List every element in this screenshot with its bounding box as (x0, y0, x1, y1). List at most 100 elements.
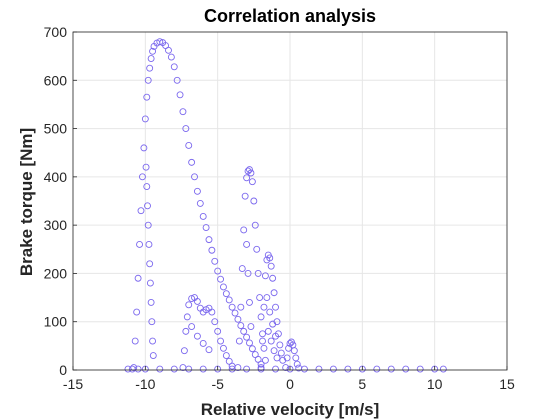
data-point (270, 347, 278, 355)
data-point (344, 365, 352, 373)
data-point (277, 349, 285, 357)
x-tick-label: 0 (286, 376, 294, 392)
data-point (248, 178, 256, 186)
data-point (134, 365, 142, 373)
data-point (256, 294, 264, 302)
x-tick-label: 5 (358, 376, 366, 392)
data-point (241, 192, 249, 200)
data-point (402, 365, 410, 373)
data-point (253, 245, 261, 253)
data-point (146, 260, 154, 268)
data-point (243, 333, 251, 341)
data-point (205, 346, 213, 354)
data-point (136, 241, 143, 248)
data-point (199, 365, 207, 373)
data-point (146, 64, 154, 72)
y-tick-label: 100 (44, 314, 68, 330)
data-point (273, 354, 281, 362)
data-point (222, 352, 230, 359)
data-point (145, 241, 153, 248)
data-point (170, 365, 178, 373)
x-tick-label: 10 (427, 376, 443, 392)
data-point (243, 365, 251, 373)
data-point (439, 365, 447, 373)
data-point (193, 187, 201, 195)
data-point (250, 197, 258, 205)
data-point (329, 365, 337, 373)
x-tick-label: -5 (211, 376, 224, 392)
data-point (261, 356, 269, 364)
data-point (188, 295, 196, 302)
data-point (149, 352, 157, 359)
data-point (148, 318, 156, 326)
data-point (217, 337, 225, 345)
data-point (272, 332, 279, 340)
data-point (193, 332, 201, 340)
data-point (231, 309, 239, 317)
data-point (276, 341, 284, 349)
data-point (149, 47, 157, 55)
data-point (254, 269, 262, 277)
data-point (259, 330, 266, 338)
data-point (188, 323, 196, 330)
data-point (188, 158, 196, 166)
data-point (185, 301, 193, 309)
data-point (243, 241, 251, 248)
chart-title: Correlation analysis (204, 6, 376, 26)
data-point (142, 163, 150, 171)
data-point (183, 313, 191, 321)
data-point (272, 365, 279, 373)
axes (72, 31, 508, 371)
data-point (138, 173, 146, 181)
x-axis-title: Relative velocity [m/s] (201, 400, 380, 419)
y-tick-label: 700 (44, 24, 68, 40)
data-point (247, 323, 255, 330)
data-point (180, 347, 188, 355)
data-point (267, 337, 275, 345)
data-point (269, 274, 277, 282)
data-point (267, 262, 275, 270)
data-point (225, 296, 233, 304)
data-point (257, 313, 265, 321)
data-point (205, 236, 213, 244)
data-point (251, 221, 259, 229)
data-point (170, 63, 178, 71)
data-point (237, 322, 245, 330)
data-point (173, 76, 181, 84)
data-point (220, 283, 227, 291)
data-point (196, 199, 204, 207)
data-point (228, 365, 236, 373)
x-tick-label: -15 (63, 376, 83, 392)
data-point (257, 365, 265, 373)
x-tick-label: 15 (499, 376, 515, 392)
data-point (143, 183, 151, 190)
data-point (156, 38, 164, 46)
data-point (237, 303, 245, 311)
data-point (269, 320, 277, 328)
tick-labels: -15 -10 -5 0 5 10 15 0 100 200 300 400 500 600 700 (44, 24, 515, 392)
data-point (263, 294, 271, 302)
y-tick-label: 200 (44, 265, 68, 281)
data-point (214, 327, 222, 335)
x-tick-label: -10 (135, 376, 155, 392)
data-point (220, 344, 227, 352)
data-point (283, 354, 291, 362)
data-point (144, 202, 151, 210)
data-point (124, 365, 132, 373)
data-point (208, 308, 216, 316)
grid-lines (72, 31, 508, 371)
data-point (270, 289, 278, 297)
data-point (185, 142, 193, 149)
data-point (240, 226, 248, 234)
y-tick-label: 300 (44, 217, 68, 233)
y-axis-title: Brake torque [Nm] (17, 128, 36, 276)
data-point (149, 337, 157, 345)
y-tick-label: 400 (44, 169, 68, 185)
data-point (238, 265, 246, 273)
scatter-points (124, 38, 447, 373)
data-point (290, 347, 298, 355)
data-point (199, 213, 207, 220)
data-point (235, 337, 243, 345)
